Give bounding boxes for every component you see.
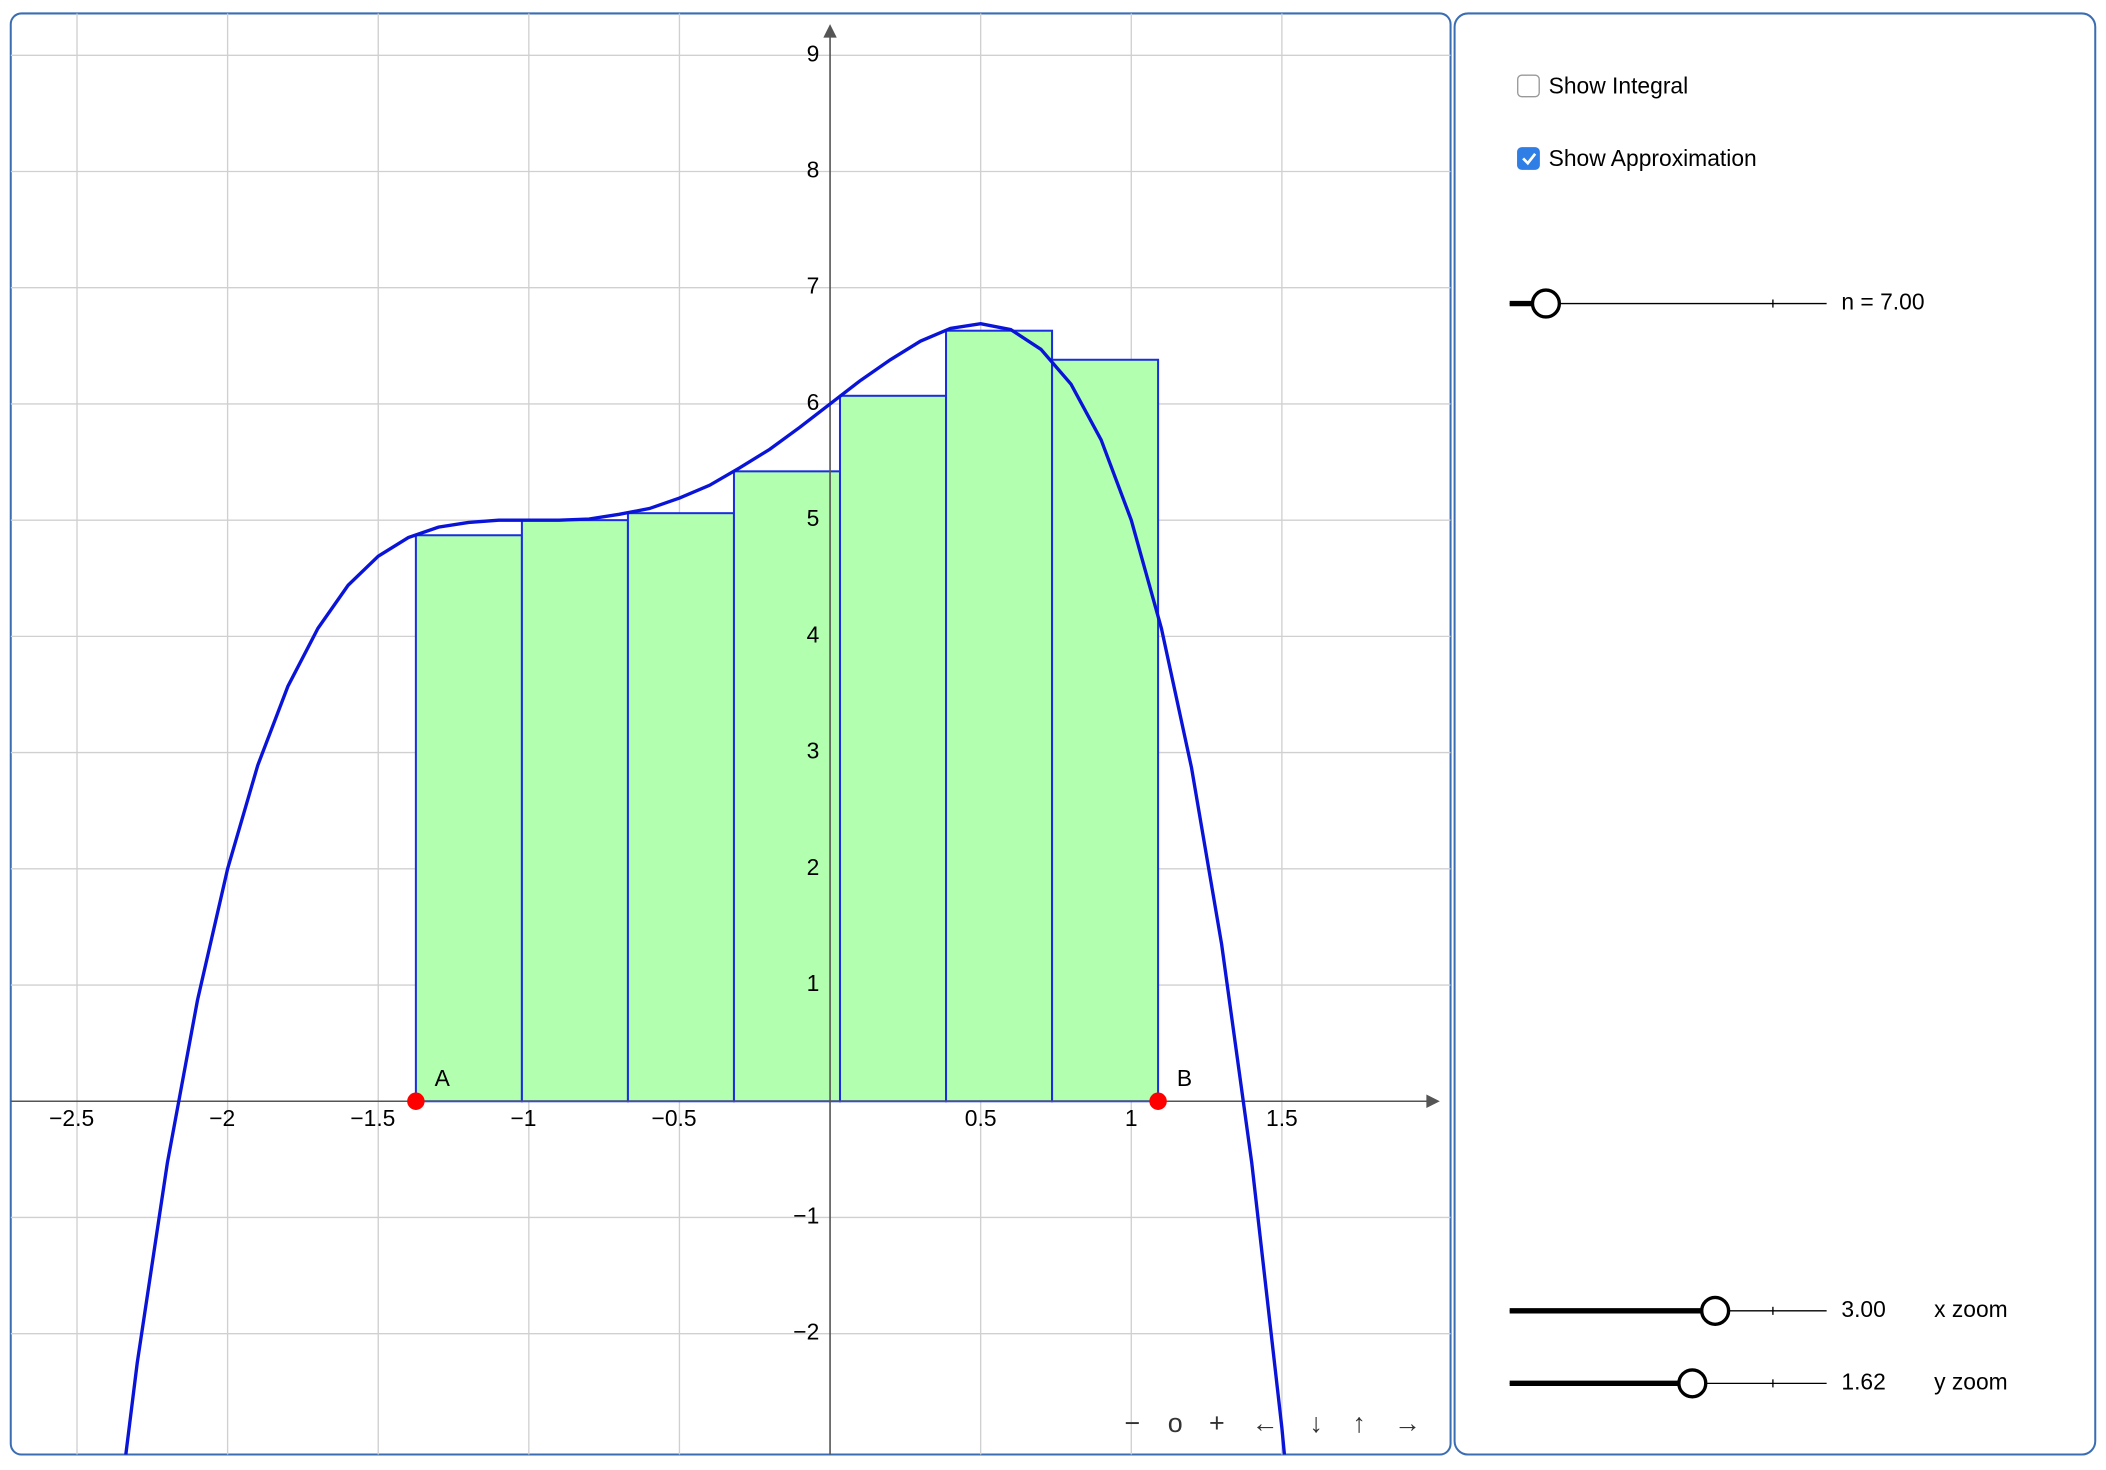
x-tick-label: 1 bbox=[1125, 1105, 1138, 1131]
slider-label: x zoom bbox=[1934, 1296, 2008, 1322]
y-tick-label: 9 bbox=[807, 40, 820, 66]
riemann-rectangle bbox=[520, 519, 629, 1103]
plot: −2.5 −2 −1.5 −1 −0.5 0.5 1 1.5 −2 −1 1 2 3 4 5 6 7 8 9 A B bbox=[10, 13, 1451, 1455]
control-panel bbox=[1453, 12, 2097, 1456]
x-tick-label: −0.5 bbox=[652, 1105, 697, 1131]
x-tick-label: 1.5 bbox=[1266, 1105, 1298, 1131]
y-tick-label: 5 bbox=[807, 505, 820, 531]
y-tick-label: 6 bbox=[807, 389, 820, 415]
riemann-rectangle bbox=[945, 329, 1054, 1103]
x-tick-label: −2.5 bbox=[49, 1105, 94, 1131]
slider-label: y zoom bbox=[1934, 1368, 2008, 1394]
y-axis-arrow bbox=[823, 24, 837, 38]
nav-button[interactable]: ↑ bbox=[1353, 1408, 1366, 1438]
nav-button[interactable]: − bbox=[1124, 1408, 1140, 1438]
riemann-rectangle bbox=[838, 394, 948, 1103]
slider-value: 1.62 bbox=[1841, 1368, 1885, 1394]
riemann-rectangle bbox=[414, 534, 523, 1103]
y-tick-label: 7 bbox=[807, 273, 820, 299]
point-label: B bbox=[1177, 1065, 1192, 1091]
function-curve bbox=[124, 322, 1287, 1455]
point-label: A bbox=[435, 1065, 451, 1091]
x-tick-label: −2 bbox=[209, 1105, 235, 1131]
checkbox[interactable] bbox=[1517, 147, 1540, 170]
checkbox[interactable] bbox=[1517, 74, 1540, 98]
x-axis-arrow bbox=[1426, 1094, 1440, 1108]
controls: Show Integral Show Approximation n = 7.00 3… bbox=[1509, 72, 2008, 1399]
y-tick-label: 3 bbox=[807, 738, 820, 764]
checkmark bbox=[1522, 152, 1537, 166]
nav-button[interactable]: o bbox=[1168, 1408, 1183, 1438]
riemann-rectangle bbox=[1051, 358, 1160, 1103]
x-tick-label: 0.5 bbox=[965, 1105, 997, 1131]
nav-button[interactable]: + bbox=[1209, 1408, 1225, 1438]
y-tick-label: 2 bbox=[807, 854, 820, 880]
slider-value: n = 7.00 bbox=[1841, 289, 1924, 315]
y-tick-label: 8 bbox=[807, 157, 820, 183]
x-tick-label: −1.5 bbox=[350, 1105, 395, 1131]
checkbox-label[interactable]: Show Approximation bbox=[1549, 145, 1757, 171]
y-tick-label: 4 bbox=[807, 621, 820, 647]
y-tick-label: −2 bbox=[793, 1319, 819, 1345]
nav-button[interactable]: ← bbox=[1252, 1408, 1279, 1438]
riemann-rectangle bbox=[732, 470, 842, 1103]
point[interactable] bbox=[407, 1092, 425, 1110]
slider-knob[interactable] bbox=[1677, 1368, 1708, 1399]
riemann-rectangle bbox=[626, 512, 735, 1103]
slider-knob[interactable] bbox=[1700, 1295, 1731, 1326]
y-tick-label: 1 bbox=[807, 970, 820, 996]
nav-button[interactable]: → bbox=[1394, 1408, 1421, 1438]
checkbox-label[interactable]: Show Integral bbox=[1549, 72, 1689, 98]
slider-knob[interactable] bbox=[1530, 288, 1562, 319]
y-tick-label: −1 bbox=[793, 1202, 819, 1228]
nav-button[interactable]: ↓ bbox=[1310, 1408, 1323, 1438]
x-tick-label: −1 bbox=[510, 1105, 536, 1131]
slider-value: 3.00 bbox=[1841, 1296, 1885, 1322]
point[interactable] bbox=[1149, 1092, 1167, 1110]
